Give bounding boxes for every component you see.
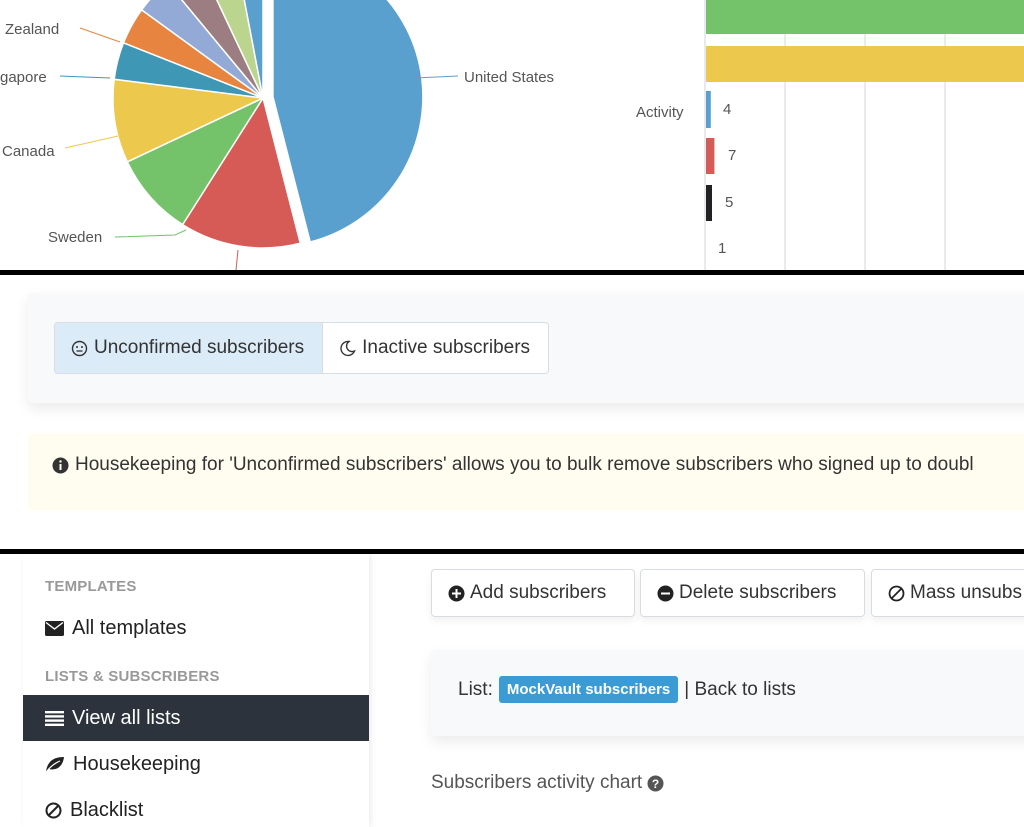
info-icon: [52, 457, 69, 474]
pie-leader-line: [114, 229, 187, 238]
list-name-badge[interactable]: MockVault subscribers: [498, 676, 679, 703]
sidebar-section-templates: TEMPLATES: [45, 578, 137, 595]
sidebar-item-housekeeping[interactable]: Housekeeping: [23, 742, 369, 786]
bar: [706, 185, 712, 221]
tab-unconfirmed-subscribers[interactable]: Unconfirmed subscribers: [54, 322, 324, 374]
pie-leader-line: [414, 75, 459, 79]
bar-value-label: 4: [723, 101, 732, 118]
charts-panel: Zealand gapore Canada Sweden United Stat…: [0, 0, 1024, 270]
activity-chart-title: Subscribers activity chart ?: [431, 772, 664, 794]
bar-axis-label-activity: Activity: [636, 104, 684, 121]
bar: [706, 232, 708, 268]
svg-text:?: ?: [652, 776, 659, 790]
ban-icon: [888, 585, 905, 602]
sidebar-item-blacklist[interactable]: Blacklist: [23, 788, 369, 827]
housekeeping-tabs-card: Unconfirmed subscribers Inactive subscri…: [28, 293, 1024, 403]
pie-label-canada: Canada: [2, 143, 55, 160]
pie-label-united-states: United States: [464, 69, 555, 86]
pie-label-singapore: gapore: [0, 69, 47, 86]
question-circle-icon[interactable]: ?: [647, 775, 664, 792]
bar: [706, 0, 1024, 34]
pie-slice: [216, 0, 264, 99]
sidebar-section-lists: LISTS & SUBSCRIBERS: [45, 668, 220, 685]
pie-slice: [112, 78, 266, 163]
housekeeping-panel: Unconfirmed subscribers Inactive subscri…: [0, 275, 1024, 549]
tab-label: Inactive subscribers: [362, 337, 531, 358]
sidebar-item-label: Housekeeping: [73, 752, 201, 775]
sidebar-item-label: Blacklist: [70, 798, 144, 821]
country-pie-chart: [59, 0, 459, 270]
panel-divider: [0, 270, 1024, 275]
pie-leader-line: [59, 75, 111, 79]
pie-leader-line: [64, 135, 119, 149]
envelope-icon: [45, 620, 64, 636]
sidebar-item-view-all-lists[interactable]: View all lists: [23, 695, 369, 741]
add-subscribers-button[interactable]: Add subscribers: [431, 569, 635, 617]
pie-slice: [126, 96, 266, 226]
moon-icon: [339, 340, 356, 357]
pie-label-zealand: Zealand: [5, 21, 60, 38]
list-icon: [45, 710, 64, 726]
minus-circle-icon: [657, 585, 674, 602]
pie-label-sweden: Sweden: [48, 229, 103, 246]
sidebar-item-all-templates[interactable]: All templates: [23, 606, 369, 650]
pie-slice: [180, 0, 264, 99]
button-label: Delete subscribers: [679, 582, 837, 603]
sidebar-item-label: View all lists: [72, 706, 181, 729]
activity-bar-chart: [704, 0, 1024, 270]
sidebar: TEMPLATES All templates LISTS & SUBSCRIB…: [23, 554, 369, 827]
list-prefix: List:: [458, 678, 493, 700]
lists-panel: TEMPLATES All templates LISTS & SUBSCRIB…: [0, 554, 1024, 827]
bar-value-label: 1: [718, 240, 727, 257]
panel-divider: [0, 549, 1024, 554]
housekeeping-info-notice: Housekeeping for 'Unconfirmed subscriber…: [28, 433, 1024, 511]
face-icon: [71, 340, 88, 357]
ban-icon: [45, 802, 62, 819]
pie-slice: [243, 0, 264, 99]
plus-circle-icon: [448, 585, 465, 602]
pie-leader-line: [79, 27, 121, 43]
bar-value-label: 5: [725, 194, 734, 211]
bar: [706, 46, 1024, 82]
mass-unsubscribe-button[interactable]: Mass unsubs: [871, 569, 1024, 617]
list-info-card: List: MockVault subscribers | Back to li…: [431, 650, 1024, 736]
notice-text: Housekeeping for 'Unconfirmed subscriber…: [75, 454, 974, 475]
tab-inactive-subscribers[interactable]: Inactive subscribers: [323, 322, 550, 374]
leaf-icon: [45, 756, 65, 772]
bar: [706, 91, 711, 128]
bar-value-label: 7: [728, 147, 737, 164]
bar: [706, 138, 715, 174]
back-to-lists-link[interactable]: | Back to lists: [684, 678, 796, 700]
button-label: Mass unsubs: [910, 582, 1022, 603]
sidebar-item-label: All templates: [72, 616, 187, 639]
tab-label: Unconfirmed subscribers: [94, 337, 305, 358]
pie-slice: [140, 0, 264, 99]
pie-leader-line: [235, 249, 239, 270]
delete-subscribers-button[interactable]: Delete subscribers: [640, 569, 865, 617]
activity-chart-title-text: Subscribers activity chart: [431, 772, 643, 793]
housekeeping-tab-group: Unconfirmed subscribers Inactive subscri…: [54, 322, 550, 374]
button-label: Add subscribers: [470, 582, 607, 603]
pie-slice: [181, 96, 302, 249]
